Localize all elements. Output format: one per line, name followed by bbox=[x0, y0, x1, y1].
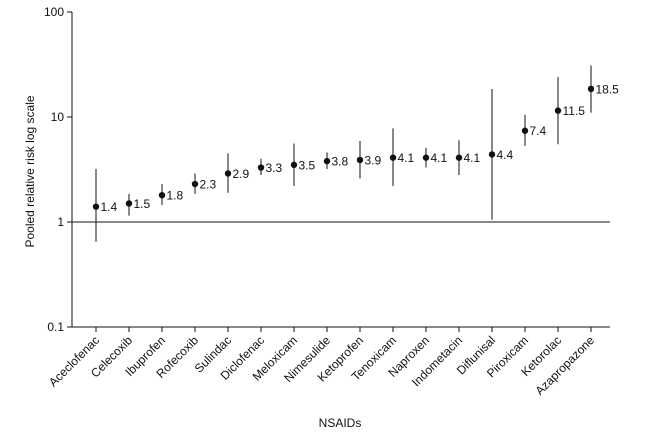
y-tick-label: 10 bbox=[51, 110, 65, 124]
data-label: 11.5 bbox=[563, 104, 586, 118]
data-point bbox=[389, 154, 397, 161]
data-label: 4.4 bbox=[497, 148, 514, 162]
data-label: 3.9 bbox=[365, 153, 382, 167]
data-label: 3.8 bbox=[332, 155, 349, 169]
data-label: 2.3 bbox=[200, 178, 217, 192]
data-point bbox=[356, 156, 364, 164]
y-tick-label: 100 bbox=[44, 5, 64, 19]
data-point-group: 1.5 bbox=[125, 193, 151, 216]
data-label: 1.8 bbox=[167, 189, 184, 203]
data-point-group: 3.5 bbox=[290, 143, 316, 187]
data-label: 4.1 bbox=[464, 151, 481, 165]
data-point bbox=[323, 157, 331, 165]
data-label: 2.9 bbox=[233, 167, 250, 181]
y-tick-label: 1 bbox=[57, 215, 64, 229]
data-point-group: 3.9 bbox=[356, 141, 382, 179]
data-label: 18.5 bbox=[596, 82, 620, 96]
data-point bbox=[158, 191, 166, 199]
data-label: 3.3 bbox=[266, 161, 283, 175]
data-label: 7.4 bbox=[530, 124, 547, 138]
data-point-group: 1.8 bbox=[158, 184, 184, 206]
data-point bbox=[224, 170, 232, 177]
data-point-group: 4.1 bbox=[422, 147, 448, 168]
data-points: 1.4 1.5 1.8 2.3 2.9 3.3 3.5 3.8 3.9 4.1 4.1 4.1 4.4 7… bbox=[92, 65, 620, 242]
data-point-group: 2.9 bbox=[224, 153, 250, 193]
data-label: 4.1 bbox=[398, 151, 415, 165]
data-point-group: 3.3 bbox=[257, 158, 283, 175]
x-tick-label: Aceclofenac bbox=[46, 333, 102, 389]
data-point bbox=[455, 154, 463, 161]
x-tick-label: Azapropazone bbox=[532, 333, 597, 398]
x-axis-title: NSAIDs bbox=[319, 416, 362, 430]
data-label: 3.5 bbox=[299, 158, 316, 172]
data-label: 4.1 bbox=[431, 151, 448, 165]
data-point bbox=[290, 161, 298, 169]
data-point bbox=[587, 85, 595, 93]
data-point bbox=[92, 203, 100, 210]
data-point-group: 4.4 bbox=[488, 88, 514, 220]
data-point bbox=[521, 127, 529, 134]
data-point-group: 1.4 bbox=[92, 168, 118, 242]
data-point-group: 3.8 bbox=[323, 152, 349, 169]
data-label: 1.5 bbox=[134, 197, 151, 211]
data-point bbox=[191, 180, 199, 188]
data-point bbox=[125, 200, 133, 207]
data-point bbox=[422, 154, 430, 161]
data-point-group: 4.1 bbox=[389, 128, 415, 187]
axes bbox=[71, 12, 610, 328]
y-tick-label: 0.1 bbox=[47, 320, 64, 334]
data-point bbox=[488, 151, 496, 158]
data-point-group: 11.5 bbox=[554, 77, 586, 145]
data-label: 1.4 bbox=[101, 200, 118, 214]
y-axis-title: Pooled relative risk log scale bbox=[23, 95, 37, 247]
data-point-group: 18.5 bbox=[587, 65, 620, 113]
data-point-group: 2.3 bbox=[191, 173, 217, 194]
data-point-group: 7.4 bbox=[521, 114, 547, 146]
data-point-group: 4.1 bbox=[455, 140, 481, 176]
x-ticks: AceclofenacCelecoxibIbuprofenRofecoxibSu… bbox=[46, 327, 597, 398]
data-point bbox=[257, 164, 265, 171]
data-point bbox=[554, 107, 562, 114]
y-ticks: 100 10 1 0.1 bbox=[44, 5, 72, 334]
